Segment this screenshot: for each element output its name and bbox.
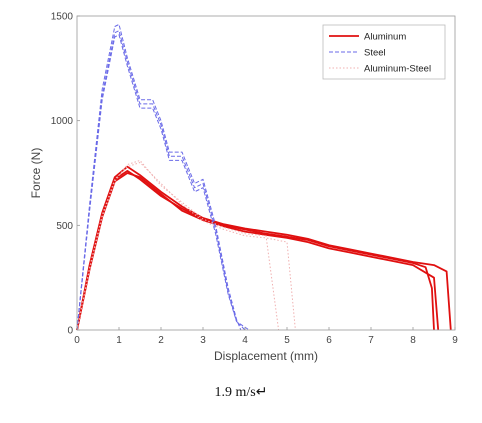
series-line — [76, 172, 440, 331]
x-tick-label: 1 — [116, 335, 122, 346]
legend-label: Aluminum — [364, 32, 406, 43]
x-axis-label: Displacement (mm) — [214, 349, 318, 363]
x-tick-label: 5 — [284, 335, 290, 346]
series-line — [76, 159, 280, 331]
x-tick-label: 7 — [368, 335, 374, 346]
x-tick-label: 3 — [200, 335, 206, 346]
series-line — [76, 34, 250, 331]
series-line — [76, 23, 242, 331]
series-line — [76, 162, 296, 331]
series-aluminum — [76, 165, 452, 331]
y-tick-label: 500 — [56, 221, 73, 232]
x-tick-label: 4 — [242, 335, 248, 346]
series-line — [76, 165, 452, 331]
x-tick-label: 6 — [326, 335, 332, 346]
y-tick-label: 0 — [67, 326, 73, 337]
y-tick-label: 1500 — [51, 12, 74, 23]
y-tick-label: 1000 — [51, 116, 74, 127]
legend-label: Steel — [364, 48, 386, 59]
axes-box — [76, 15, 456, 331]
x-tick-label: 8 — [410, 335, 416, 346]
series-line — [76, 170, 435, 331]
figure-caption: 1.9 m/s↵ — [214, 385, 268, 400]
x-tick-label: 9 — [452, 335, 458, 346]
series-aluminum-steel — [76, 159, 296, 331]
legend-label: Aluminum-Steel — [364, 64, 431, 75]
x-tick-label: 2 — [158, 335, 164, 346]
series-line — [76, 30, 246, 331]
axes: 0 1 2 3 4 5 6 7 8 9 0 500 1000 1500 Displacement (mm) F… — [29, 12, 458, 364]
series-steel — [76, 23, 250, 331]
legend: Aluminum Steel Aluminum-Steel — [322, 24, 446, 80]
y-axis-label: Force (N) — [29, 148, 43, 199]
force-displacement-chart: 0 1 2 3 4 5 6 7 8 9 0 500 1000 1500 Displacement (mm) F… — [29, 12, 458, 364]
plot-area — [76, 23, 452, 331]
x-tick-label: 0 — [74, 335, 80, 346]
